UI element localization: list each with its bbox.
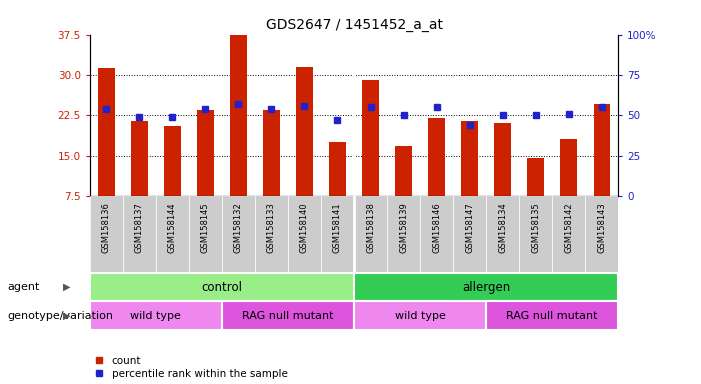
Bar [98, 68, 114, 196]
Text: GSM158136: GSM158136 [102, 202, 111, 253]
Bar [189, 196, 222, 273]
Bar [461, 121, 478, 196]
Text: GSM158146: GSM158146 [432, 202, 441, 253]
Text: GSM158133: GSM158133 [267, 202, 276, 253]
Text: ▶: ▶ [63, 311, 70, 321]
Bar [594, 104, 610, 196]
Bar [561, 139, 577, 196]
Bar [552, 196, 585, 273]
Bar [222, 196, 255, 273]
Text: GSM158141: GSM158141 [333, 202, 342, 253]
Bar [329, 142, 346, 196]
Bar [222, 301, 354, 330]
Text: GSM158134: GSM158134 [498, 202, 507, 253]
Bar [354, 196, 387, 273]
Bar [354, 301, 486, 330]
Text: GSM158138: GSM158138 [366, 202, 375, 253]
Text: control: control [201, 281, 243, 293]
Bar [486, 301, 618, 330]
Bar [527, 158, 544, 196]
Bar [420, 196, 453, 273]
Text: GSM158147: GSM158147 [465, 202, 474, 253]
Bar [288, 196, 321, 273]
Bar [387, 196, 420, 273]
Text: wild type: wild type [395, 311, 446, 321]
Text: GSM158140: GSM158140 [300, 202, 309, 253]
Text: genotype/variation: genotype/variation [7, 311, 113, 321]
Bar [585, 196, 618, 273]
Bar [263, 110, 280, 196]
Text: wild type: wild type [130, 311, 182, 321]
Bar [395, 146, 411, 196]
Bar [486, 196, 519, 273]
Bar [156, 196, 189, 273]
Text: agent: agent [7, 282, 39, 292]
Bar [131, 121, 147, 196]
Text: GSM158139: GSM158139 [399, 202, 408, 253]
Bar [230, 35, 247, 196]
Text: RAG null mutant: RAG null mutant [506, 311, 598, 321]
Text: GSM158132: GSM158132 [234, 202, 243, 253]
Bar [362, 80, 379, 196]
Text: GSM158145: GSM158145 [201, 202, 210, 253]
Bar [255, 196, 288, 273]
Text: GSM158137: GSM158137 [135, 202, 144, 253]
Legend: count, percentile rank within the sample: count, percentile rank within the sample [95, 356, 287, 379]
Text: RAG null mutant: RAG null mutant [242, 311, 334, 321]
Bar [321, 196, 354, 273]
Text: GSM158135: GSM158135 [531, 202, 540, 253]
Text: ▶: ▶ [63, 282, 70, 292]
Bar [197, 110, 214, 196]
Bar [354, 273, 618, 301]
Bar [164, 126, 181, 196]
Text: GSM158144: GSM158144 [168, 202, 177, 253]
Text: allergen: allergen [462, 281, 510, 293]
Text: GSM158143: GSM158143 [597, 202, 606, 253]
Title: GDS2647 / 1451452_a_at: GDS2647 / 1451452_a_at [266, 18, 442, 32]
Bar [494, 123, 511, 196]
Bar [297, 67, 313, 196]
Bar [90, 196, 123, 273]
Bar [90, 273, 354, 301]
Bar [428, 118, 445, 196]
Bar [90, 301, 222, 330]
Bar [123, 196, 156, 273]
Text: GSM158142: GSM158142 [564, 202, 573, 253]
Bar [519, 196, 552, 273]
Bar [453, 196, 486, 273]
